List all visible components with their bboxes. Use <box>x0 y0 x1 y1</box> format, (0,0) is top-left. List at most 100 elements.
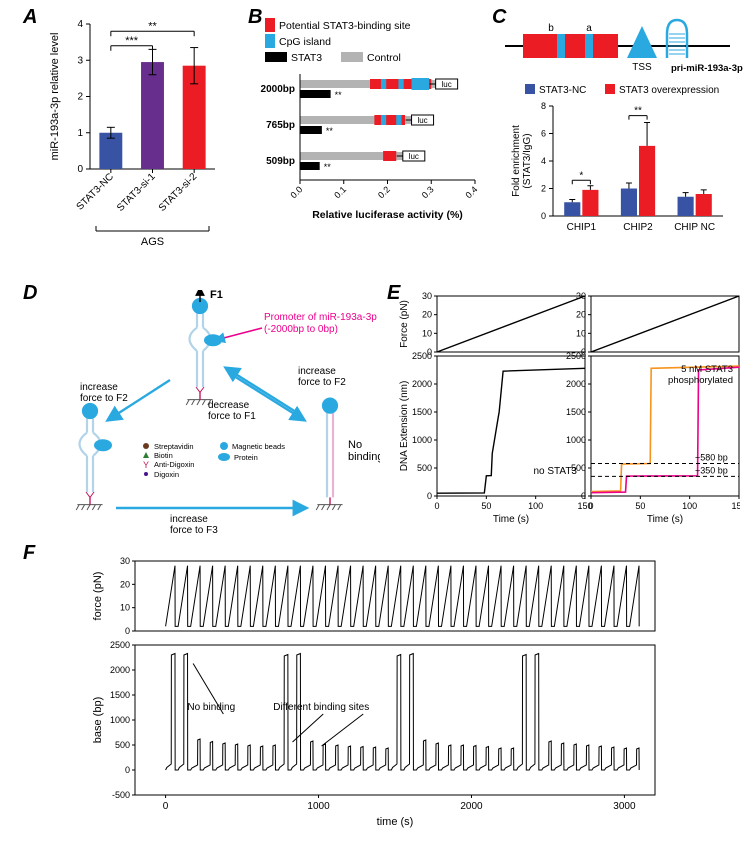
svg-text:**: ** <box>335 90 343 100</box>
svg-text:STAT3 overexpression: STAT3 overexpression <box>619 85 719 96</box>
svg-text:2500: 2500 <box>110 640 130 650</box>
svg-text:~580 bp: ~580 bp <box>695 453 728 463</box>
svg-text:3000: 3000 <box>613 801 636 812</box>
svg-text:Time (s): Time (s) <box>647 514 683 525</box>
svg-text:Magnetic beads: Magnetic beads <box>232 442 285 451</box>
svg-text:STAT3-NC: STAT3-NC <box>75 171 116 212</box>
svg-text:1500: 1500 <box>566 407 586 417</box>
svg-text:~350 bp: ~350 bp <box>695 465 728 475</box>
svg-text:500: 500 <box>115 740 130 750</box>
svg-text:100: 100 <box>528 501 543 511</box>
svg-text:***: *** <box>125 35 139 47</box>
svg-text:2000bp: 2000bp <box>261 84 295 95</box>
svg-text:*: * <box>579 170 583 181</box>
svg-text:Force (pN): Force (pN) <box>399 300 410 348</box>
panel-c-chart: baTSSpri-miR-193a-3pSTAT3-NCSTAT3 overex… <box>495 10 745 270</box>
svg-text:Control: Control <box>367 52 401 64</box>
svg-text:0: 0 <box>588 501 593 511</box>
svg-text:Time (s): Time (s) <box>493 514 529 525</box>
svg-text:0: 0 <box>163 801 169 812</box>
svg-text:5 nM STAT3: 5 nM STAT3 <box>681 364 733 375</box>
svg-text:pri-miR-193a-3p: pri-miR-193a-3p <box>671 63 743 74</box>
panel-e-chart: 0102030Force (pN)05001000150020002500050… <box>395 290 740 540</box>
svg-text:0: 0 <box>434 501 439 511</box>
svg-text:2500: 2500 <box>412 351 432 361</box>
svg-text:**: ** <box>324 162 332 172</box>
svg-text:0: 0 <box>77 164 83 175</box>
svg-text:2: 2 <box>77 92 83 103</box>
svg-text:1000: 1000 <box>566 435 586 445</box>
panel-d-diagram: F1 Promoter of miR-193a-3p(-2000bp to 0bp… <box>30 290 380 540</box>
svg-text:Different binding sites: Different binding sites <box>273 702 369 713</box>
svg-text:2000: 2000 <box>110 665 130 675</box>
svg-text:No binding: No binding <box>187 702 235 713</box>
svg-text:binding: binding <box>348 451 380 463</box>
svg-text:F1: F1 <box>210 290 223 301</box>
svg-text:increase: increase <box>80 382 118 393</box>
svg-text:2: 2 <box>541 184 546 194</box>
svg-text:2000: 2000 <box>460 801 483 812</box>
svg-text:1000: 1000 <box>110 715 130 725</box>
svg-text:STAT3-si-2: STAT3-si-2 <box>157 171 200 214</box>
svg-text:0: 0 <box>581 491 586 501</box>
svg-text:STAT3-si-1: STAT3-si-1 <box>115 171 158 214</box>
svg-text:0: 0 <box>427 491 432 501</box>
svg-text:STAT3-NC: STAT3-NC <box>539 85 586 96</box>
svg-text:3: 3 <box>77 55 83 66</box>
svg-text:20: 20 <box>576 310 586 320</box>
svg-text:0.2: 0.2 <box>376 184 392 200</box>
svg-text:30: 30 <box>576 291 586 301</box>
svg-text:time (s): time (s) <box>377 816 414 828</box>
svg-text:20: 20 <box>422 310 432 320</box>
svg-text:Anti-Digoxin: Anti-Digoxin <box>154 460 194 469</box>
svg-text:1000: 1000 <box>307 801 330 812</box>
svg-text:Promoter of miR-193a-3p: Promoter of miR-193a-3p <box>264 312 377 323</box>
svg-text:**: ** <box>326 126 334 136</box>
svg-text:Fold enrichment: Fold enrichment <box>511 125 522 197</box>
svg-text:10: 10 <box>422 328 432 338</box>
svg-text:(STAT3/IgG): (STAT3/IgG) <box>522 133 533 188</box>
svg-text:increase: increase <box>298 366 336 377</box>
svg-text:0.0: 0.0 <box>288 184 304 200</box>
svg-text:4: 4 <box>541 156 546 166</box>
svg-text:50: 50 <box>635 501 645 511</box>
svg-text:6: 6 <box>541 129 546 139</box>
svg-text:STAT3: STAT3 <box>291 52 322 64</box>
svg-text:Protein: Protein <box>234 453 258 462</box>
svg-text:AGS: AGS <box>141 236 164 248</box>
svg-text:base (bp): base (bp) <box>92 697 104 743</box>
svg-text:2000: 2000 <box>412 379 432 389</box>
svg-text:500: 500 <box>571 463 586 473</box>
svg-text:CpG island: CpG island <box>279 36 331 48</box>
svg-text:**: ** <box>634 106 642 117</box>
svg-text:765bp: 765bp <box>266 120 295 131</box>
svg-text:luc: luc <box>409 152 419 161</box>
figure-root: { "panelLabels": {"A":"A","B":"B","C":"C… <box>0 0 751 851</box>
svg-text:1: 1 <box>77 128 83 139</box>
svg-text:1500: 1500 <box>412 407 432 417</box>
svg-text:Streptavidin: Streptavidin <box>154 442 194 451</box>
svg-text:0: 0 <box>125 765 130 775</box>
svg-text:DNA Extension (nm): DNA Extension (nm) <box>399 381 410 472</box>
svg-text:Relative luciferase activity (: Relative luciferase activity (%) <box>312 209 463 221</box>
svg-text:-500: -500 <box>112 790 130 800</box>
svg-text:**: ** <box>148 20 157 32</box>
svg-text:0.1: 0.1 <box>332 184 348 200</box>
svg-text:miR-193a-3p relative level: miR-193a-3p relative level <box>49 33 61 161</box>
svg-text:500: 500 <box>417 463 432 473</box>
svg-text:0: 0 <box>541 211 546 221</box>
svg-text:luc: luc <box>417 116 427 125</box>
svg-text:1000: 1000 <box>412 435 432 445</box>
svg-text:0.3: 0.3 <box>420 184 436 200</box>
svg-text:10: 10 <box>576 328 586 338</box>
svg-text:(-2000bp to 0bp): (-2000bp to 0bp) <box>264 324 338 335</box>
svg-text:2500: 2500 <box>566 351 586 361</box>
svg-text:a: a <box>586 23 592 34</box>
svg-text:b: b <box>548 23 554 34</box>
svg-text:Y: Y <box>143 460 149 470</box>
svg-text:decrease: decrease <box>208 400 250 411</box>
svg-text:0.4: 0.4 <box>463 184 479 200</box>
svg-text:force to F3: force to F3 <box>170 525 218 536</box>
svg-text:100: 100 <box>682 501 697 511</box>
svg-text:force to F1: force to F1 <box>208 411 256 422</box>
